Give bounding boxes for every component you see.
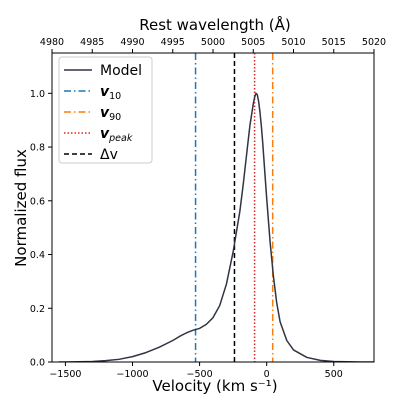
series-line-model — [58, 92, 374, 362]
x-tick-label: −1000 — [116, 369, 148, 380]
top-x-axis-ticks: 4980 4985 4990 4995 5000 5005 5010 5015 5020 — [40, 37, 386, 53]
y-tick-label: 0.6 — [30, 196, 45, 207]
legend-box — [58, 56, 153, 164]
top-x-axis-label: Rest wavelength (Å) — [139, 15, 291, 34]
legend-entry-label: vpeak — [100, 126, 133, 144]
x-axis-label: Velocity (km s⁻¹) — [152, 377, 277, 395]
x-tick-label: 0 — [264, 369, 270, 380]
y-tick-label: 0.8 — [30, 143, 45, 154]
top-x-tick-label: 4985 — [80, 37, 104, 48]
legend-entry-label: Model — [100, 63, 142, 79]
top-x-tick-label: 4990 — [120, 37, 144, 48]
legend: Model v10 v90 vpeak Δv — [58, 56, 153, 164]
top-x-tick-label: 5000 — [201, 37, 225, 48]
top-x-tick-label: 5020 — [362, 37, 386, 48]
y-tick-label: 0.4 — [30, 250, 45, 261]
top-x-tick-label: 5015 — [322, 37, 346, 48]
x-tick-label: 500 — [325, 369, 343, 380]
y-tick-label: 0.0 — [30, 358, 45, 369]
top-x-tick-label: 4980 — [40, 37, 64, 48]
x-axis-ticks: −1500 −1000 −500 0 500 — [49, 362, 343, 380]
legend-entry-label: v10 — [100, 84, 121, 102]
x-tick-label: −1500 — [49, 369, 81, 380]
x-tick-label: −500 — [187, 369, 213, 380]
y-axis-ticks: 0.0 0.2 0.4 0.6 0.8 1.0 — [30, 89, 52, 369]
legend-entry-label: v90 — [100, 105, 121, 123]
legend-entry-label: Δv — [100, 147, 118, 163]
y-tick-label: 0.2 — [30, 304, 45, 315]
top-x-tick-label: 5010 — [281, 37, 305, 48]
curves — [58, 53, 374, 362]
y-axis-label: Normalized flux — [12, 149, 30, 267]
top-x-tick-label: 5005 — [241, 37, 265, 48]
top-x-tick-label: 4995 — [161, 37, 185, 48]
y-tick-label: 1.0 — [30, 89, 45, 100]
